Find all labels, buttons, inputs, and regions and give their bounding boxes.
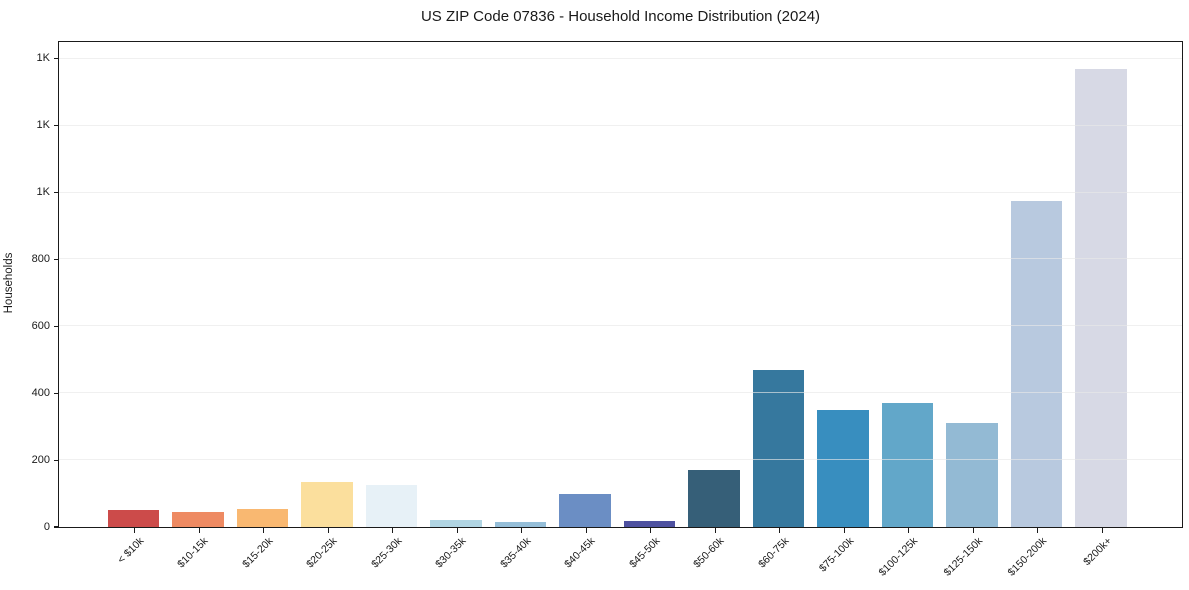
gridline-200 <box>59 459 1182 461</box>
ytick-label-0: 0 <box>43 520 50 533</box>
bar-$60-75k <box>752 369 805 527</box>
xtick-mark <box>392 527 394 533</box>
xtick-mark <box>1037 527 1039 533</box>
ytick-label-1K: 1K <box>36 52 50 65</box>
xtick-mark <box>134 527 136 533</box>
xtick-mark <box>714 527 716 533</box>
ytick-mark <box>53 258 59 260</box>
bar-$125-150k <box>946 423 998 527</box>
xtick-mark <box>650 527 652 533</box>
xtick-mark <box>1101 527 1103 533</box>
ytick-mark <box>53 459 59 461</box>
bar-$200k+ <box>1075 68 1127 527</box>
xtick-mark <box>585 527 587 533</box>
xtick-label-$200k+: $200k+ <box>955 535 1114 568</box>
xtick-mark <box>972 527 974 533</box>
gridline-400 <box>59 392 1182 394</box>
xtick-mark <box>263 527 265 533</box>
bar-$15-20k <box>236 508 289 527</box>
bar-$45-50k <box>623 520 676 527</box>
ytick-mark <box>53 125 59 127</box>
ytick-label-1K: 1K <box>36 119 50 132</box>
gridline-1200 <box>59 124 1182 126</box>
ytick-label-800: 800 <box>31 252 50 265</box>
bar-$75-100k <box>817 409 869 527</box>
gridline-1400 <box>59 57 1182 59</box>
xtick-mark <box>456 527 458 533</box>
gridline-1000 <box>59 191 1182 193</box>
ytick-label-400: 400 <box>31 386 50 399</box>
bar-$40-45k <box>559 493 611 527</box>
bar-$100-125k <box>881 403 934 527</box>
xtick-mark <box>327 527 329 533</box>
ytick-mark <box>53 191 59 194</box>
ytick-mark <box>53 325 59 327</box>
bar-$20-25k <box>301 481 353 527</box>
ytick-label-1K: 1K <box>36 186 50 199</box>
xtick-mark <box>843 527 845 533</box>
ytick-mark <box>53 526 59 528</box>
gridline-600 <box>59 325 1182 327</box>
bar-$10-15k <box>172 511 224 527</box>
ytick-label-200: 200 <box>31 453 50 466</box>
bar-$50-60k <box>688 470 740 527</box>
ytick-mark <box>53 58 59 60</box>
xtick-mark <box>521 527 523 533</box>
xtick-mark <box>198 527 200 533</box>
xtick-label-text: $200k+ <box>1080 535 1114 569</box>
chart-title: US ZIP Code 07836 - Household Income Dis… <box>420 8 821 25</box>
bar-$30-35k <box>430 520 482 527</box>
xtick-mark <box>908 527 910 533</box>
bar-$35-40k <box>494 521 547 527</box>
plot-area <box>58 41 1183 528</box>
ytick-mark <box>53 392 59 394</box>
ytick-label-600: 600 <box>31 319 50 332</box>
bar-$150-200k <box>1010 200 1063 527</box>
bar-< $10k <box>107 510 160 527</box>
gridline-800 <box>59 258 1182 260</box>
bar-$25-30k <box>365 485 418 527</box>
xtick-mark <box>779 527 781 533</box>
